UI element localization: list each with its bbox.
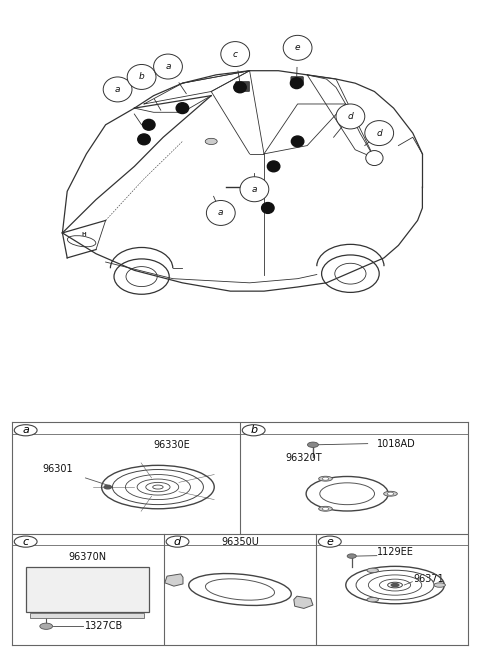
Text: a: a	[218, 208, 224, 217]
Text: 1129EE: 1129EE	[377, 547, 414, 557]
Circle shape	[242, 424, 265, 436]
FancyBboxPatch shape	[30, 613, 144, 618]
Circle shape	[366, 151, 383, 166]
Ellipse shape	[319, 476, 332, 481]
Text: c: c	[233, 50, 238, 58]
Circle shape	[104, 485, 111, 489]
Text: e: e	[295, 43, 300, 52]
Text: b: b	[139, 73, 144, 81]
Ellipse shape	[367, 568, 378, 572]
Circle shape	[143, 119, 155, 130]
Circle shape	[336, 104, 365, 129]
FancyBboxPatch shape	[291, 77, 303, 86]
Ellipse shape	[434, 583, 445, 588]
Circle shape	[322, 477, 329, 480]
Circle shape	[322, 507, 329, 510]
Ellipse shape	[367, 597, 378, 602]
Text: 96370N: 96370N	[68, 552, 106, 562]
Text: 96301: 96301	[42, 464, 73, 474]
Ellipse shape	[384, 491, 397, 496]
Circle shape	[291, 136, 304, 147]
Text: a: a	[115, 85, 120, 94]
Polygon shape	[165, 574, 183, 586]
Circle shape	[14, 536, 37, 547]
Text: H: H	[82, 233, 86, 238]
Text: a: a	[252, 185, 257, 194]
Circle shape	[283, 35, 312, 60]
Text: 1327CB: 1327CB	[85, 621, 123, 631]
Circle shape	[365, 121, 394, 145]
Ellipse shape	[319, 506, 332, 512]
Circle shape	[127, 64, 156, 90]
Text: a: a	[22, 425, 29, 436]
Circle shape	[240, 177, 269, 202]
Circle shape	[308, 442, 318, 447]
Circle shape	[14, 424, 37, 436]
Circle shape	[347, 554, 356, 558]
Circle shape	[387, 492, 394, 495]
FancyBboxPatch shape	[236, 81, 250, 92]
Circle shape	[318, 536, 341, 547]
Circle shape	[176, 103, 189, 113]
Polygon shape	[294, 596, 313, 608]
Circle shape	[40, 623, 53, 629]
FancyBboxPatch shape	[26, 567, 149, 612]
Circle shape	[267, 161, 280, 172]
Circle shape	[154, 54, 182, 79]
Text: 96330E: 96330E	[153, 440, 190, 450]
Circle shape	[290, 78, 303, 88]
Circle shape	[206, 200, 235, 225]
Text: e: e	[326, 536, 333, 547]
Circle shape	[138, 134, 150, 145]
Text: d: d	[348, 112, 353, 121]
Text: 96350U: 96350U	[221, 536, 259, 547]
Text: 96371: 96371	[413, 574, 444, 584]
Text: 96320T: 96320T	[286, 453, 322, 463]
Circle shape	[234, 82, 246, 93]
Circle shape	[390, 583, 399, 588]
Text: c: c	[23, 536, 29, 547]
Text: b: b	[250, 425, 257, 436]
Text: a: a	[165, 62, 171, 71]
Circle shape	[262, 202, 274, 214]
Text: 1018AD: 1018AD	[377, 439, 416, 449]
Text: d: d	[376, 128, 382, 138]
Circle shape	[221, 42, 250, 67]
Circle shape	[103, 77, 132, 102]
Ellipse shape	[205, 138, 217, 145]
Circle shape	[166, 536, 189, 547]
Text: d: d	[174, 536, 181, 547]
